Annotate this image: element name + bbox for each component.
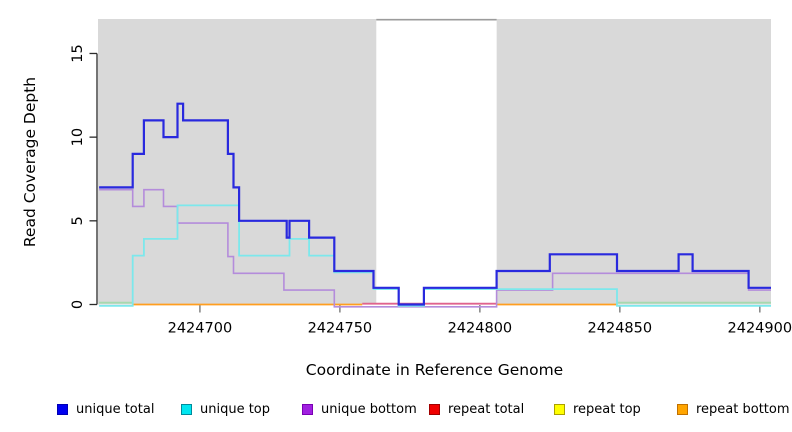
legend-label: repeat bottom xyxy=(696,401,790,417)
legend-item-repeat-total: repeat total xyxy=(429,400,524,418)
y-tick-label: 0 xyxy=(70,300,86,309)
legend-label: unique top xyxy=(200,401,271,417)
legend-item-repeat-top: repeat top xyxy=(554,400,641,418)
x-tick-label: 2424750 xyxy=(308,321,373,337)
legend-swatch-icon xyxy=(429,403,440,415)
legend-label: unique bottom xyxy=(321,401,417,417)
coverage-plot: 0 5 10 15 2424700 2424750 2424800 2424850 242490… xyxy=(70,18,792,337)
series-line-unique-bottom xyxy=(99,188,771,308)
legend-swatch-icon xyxy=(302,403,313,415)
legend-item-unique-top: unique top xyxy=(181,400,270,418)
series-line-unique-total xyxy=(99,102,771,306)
y-tick-label: 10 xyxy=(70,128,86,146)
legend-swatch-icon xyxy=(677,403,688,415)
legend-label: unique total xyxy=(76,401,155,417)
x-tick-label: 2424850 xyxy=(588,321,653,337)
legend-label: repeat total xyxy=(448,401,525,417)
x-axis-label: Coordinate in Reference Genome xyxy=(305,361,564,379)
x-tick-label: 2424700 xyxy=(168,321,233,337)
legend-item-repeat-bottom: repeat bottom xyxy=(677,400,790,418)
y-tick-label: 15 xyxy=(70,44,86,62)
legend-label: repeat top xyxy=(573,401,641,417)
legend: unique total unique top unique bottom repea… xyxy=(0,400,792,422)
x-tick-label: 2424800 xyxy=(448,321,513,337)
legend-swatch-icon xyxy=(554,403,565,415)
legend-swatch-icon xyxy=(181,403,192,415)
legend-item-unique-bottom: unique bottom xyxy=(302,400,417,418)
y-axis-label: Read Coverage Depth xyxy=(21,76,39,248)
legend-swatch-icon xyxy=(57,403,68,415)
panel-left xyxy=(98,19,377,305)
panel-right xyxy=(496,19,771,305)
x-tick-label: 2424900 xyxy=(728,321,792,337)
y-tick-label: 5 xyxy=(70,216,86,225)
legend-item-unique-total: unique total xyxy=(57,400,154,418)
